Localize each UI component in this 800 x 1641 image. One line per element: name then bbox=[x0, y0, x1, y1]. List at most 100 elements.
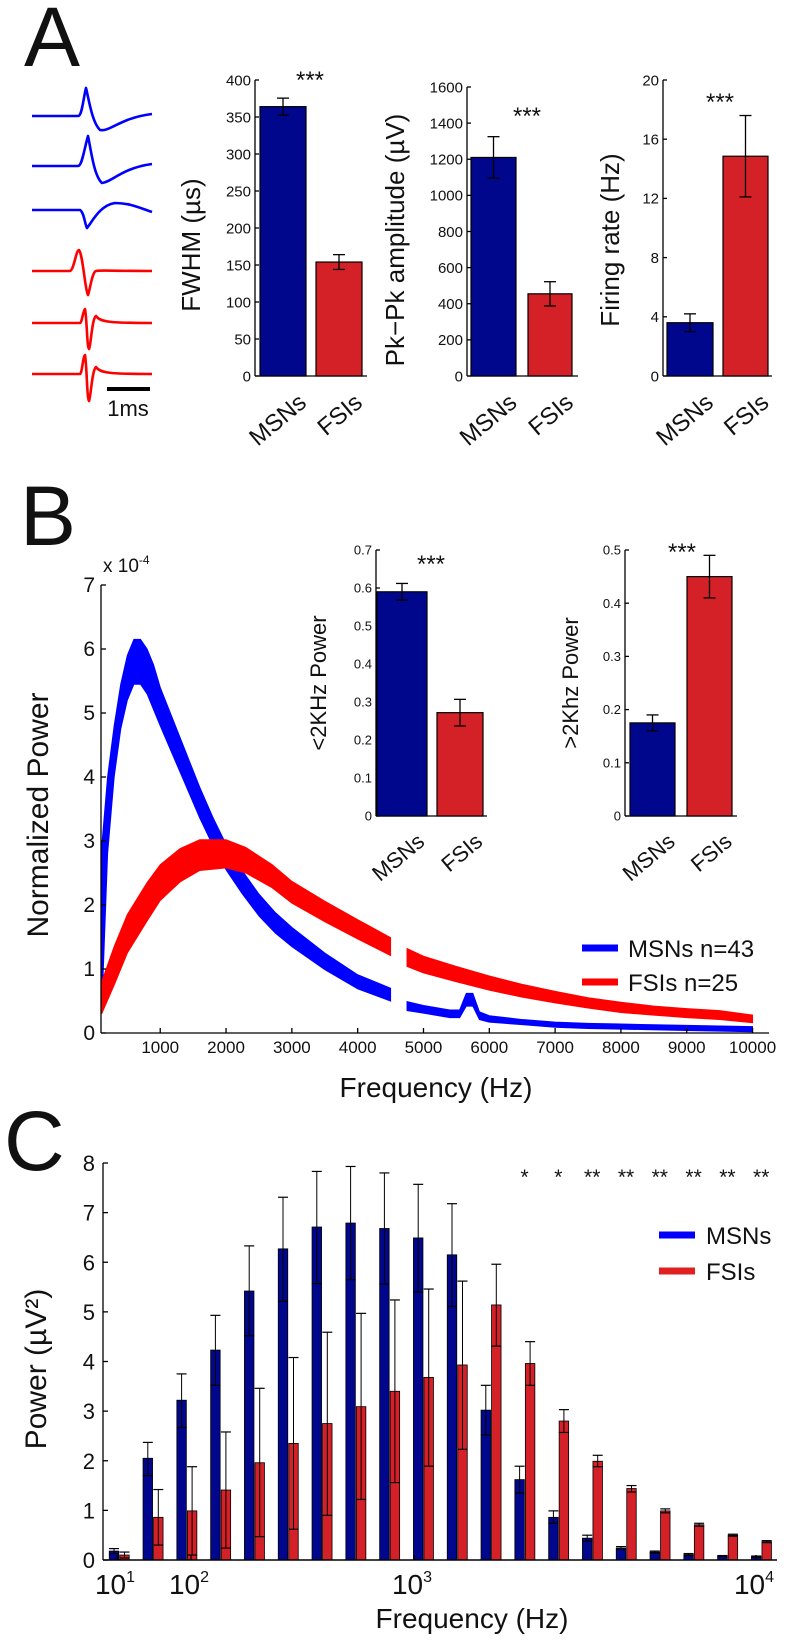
y-tick-label: 0.7 bbox=[354, 543, 372, 558]
y-tick-label: 7 bbox=[83, 574, 95, 597]
x-tick-base: 10 bbox=[734, 1569, 765, 1600]
msn-waveform bbox=[32, 201, 153, 230]
y-tick-label: 400 bbox=[226, 72, 251, 89]
bar-fsis bbox=[527, 293, 573, 377]
y-tick-label: 1600 bbox=[430, 79, 463, 96]
bar-fsis bbox=[660, 1510, 671, 1561]
bar-fsis bbox=[315, 261, 363, 377]
y-tick-label: 0.5 bbox=[603, 543, 621, 558]
y-axis-label: Pk−Pk amplitude (µV) bbox=[380, 114, 410, 367]
bar-fsis bbox=[558, 1420, 570, 1561]
y-tick-label: 0.3 bbox=[354, 695, 372, 710]
y-tick-label: 7 bbox=[83, 1201, 95, 1226]
msn-waveform bbox=[32, 134, 153, 185]
msn-waveform bbox=[32, 86, 153, 132]
legend-label: FSIs bbox=[706, 1259, 755, 1286]
band-fsis bbox=[406, 947, 754, 1024]
y-tick-label: 0 bbox=[83, 1548, 95, 1573]
x-tick-label: 3000 bbox=[273, 1038, 311, 1057]
scale-bar-label: 1ms bbox=[107, 396, 149, 421]
y-tick-label: 350 bbox=[226, 109, 251, 126]
panel-label-c: C bbox=[4, 1094, 65, 1188]
x-tick-label: 1000 bbox=[141, 1038, 179, 1057]
y-tick-label: 3 bbox=[83, 1399, 95, 1424]
fsi-waveform bbox=[32, 307, 153, 351]
y-tick-label: 0 bbox=[614, 809, 621, 824]
y-tick-label: 50 bbox=[234, 331, 251, 348]
y-tick-label: 1400 bbox=[430, 115, 463, 132]
significance-stars: *** bbox=[417, 551, 445, 578]
y-tick-label: 3 bbox=[83, 830, 95, 853]
y-tick-label: 16 bbox=[642, 131, 659, 148]
significance-stars: ** bbox=[652, 1166, 668, 1189]
legend-label: MSNs n=43 bbox=[628, 936, 754, 963]
x-tick-label: 4000 bbox=[339, 1038, 377, 1057]
y-tick-label: 20 bbox=[642, 72, 659, 89]
y-axis-label: Power (µV²) bbox=[20, 1289, 53, 1450]
significance-stars: * bbox=[521, 1166, 529, 1189]
y-tick-label: 5 bbox=[83, 702, 95, 725]
y-multiplier-base: x 10 bbox=[103, 556, 139, 577]
y-tick-label: 4 bbox=[651, 309, 659, 326]
bar-fsis bbox=[436, 712, 484, 817]
y-axis-label: FWHM (µs) bbox=[176, 178, 206, 311]
y-tick-label: 12 bbox=[642, 191, 659, 208]
x-tick-label: 102 bbox=[169, 1569, 209, 1600]
y-tick-label: 6 bbox=[83, 1250, 95, 1275]
panel-label-b: B bbox=[20, 469, 76, 563]
y-tick-label: 8 bbox=[83, 1151, 95, 1176]
x-tick-label: 101 bbox=[95, 1569, 135, 1600]
x-tick-label: 5000 bbox=[405, 1038, 443, 1057]
y-tick-label: 300 bbox=[226, 146, 251, 163]
y-tick-label: 0.5 bbox=[354, 619, 372, 634]
x-tick-exponent: 1 bbox=[126, 1569, 135, 1586]
y-tick-label: 0 bbox=[651, 368, 659, 385]
y-tick-label: 200 bbox=[438, 332, 463, 349]
x-tick-label: 104 bbox=[734, 1569, 774, 1600]
y-tick-label: 0.6 bbox=[354, 581, 372, 596]
y-tick-label: 4 bbox=[83, 766, 95, 789]
y-tick-label: 150 bbox=[226, 257, 251, 274]
significance-stars: ** bbox=[685, 1166, 701, 1189]
x-tick-exponent: 3 bbox=[423, 1569, 432, 1586]
y-tick-label: 0.1 bbox=[603, 755, 621, 770]
legend-label: MSNs bbox=[706, 1223, 771, 1250]
x-tick-exponent: 4 bbox=[765, 1569, 774, 1586]
bar-msns bbox=[259, 106, 307, 377]
y-tick-label: 0 bbox=[83, 1022, 95, 1045]
significance-stars: *** bbox=[296, 67, 324, 94]
significance-stars: ** bbox=[618, 1166, 634, 1189]
x-tick-label: 10000 bbox=[729, 1038, 776, 1057]
x-tick-label: 2000 bbox=[207, 1038, 245, 1057]
y-axis-label: >2Khz Power bbox=[558, 617, 583, 748]
bar-msns bbox=[470, 156, 517, 377]
bar-fsis bbox=[524, 1363, 536, 1561]
spike-waveforms bbox=[32, 86, 153, 403]
x-tick-label: 9000 bbox=[668, 1038, 706, 1057]
y-tick-label: 0 bbox=[243, 368, 251, 385]
y-tick-label: 0 bbox=[365, 809, 372, 824]
bar-msns bbox=[629, 722, 676, 817]
y-tick-label: 100 bbox=[226, 294, 251, 311]
y-tick-label: 0.3 bbox=[603, 649, 621, 664]
y-tick-label: 600 bbox=[438, 260, 463, 277]
legend-label: FSIs n=25 bbox=[628, 970, 738, 997]
panel-label-a: A bbox=[24, 0, 80, 84]
significance-stars: *** bbox=[706, 89, 734, 116]
significance-stars: ** bbox=[719, 1166, 735, 1189]
significance-stars: * bbox=[554, 1166, 562, 1189]
y-tick-label: 0.2 bbox=[603, 702, 621, 717]
y-tick-label: 1000 bbox=[430, 188, 463, 205]
band-fsis bbox=[101, 839, 392, 1014]
bar-fsis bbox=[626, 1488, 637, 1561]
fsi-waveform bbox=[32, 248, 153, 297]
y-tick-label: 0.4 bbox=[354, 657, 372, 672]
y-tick-label: 2 bbox=[83, 894, 95, 917]
y-tick-label: 0 bbox=[455, 368, 463, 385]
y-tick-label: 1 bbox=[83, 1498, 95, 1523]
y-tick-label: 200 bbox=[226, 220, 251, 237]
